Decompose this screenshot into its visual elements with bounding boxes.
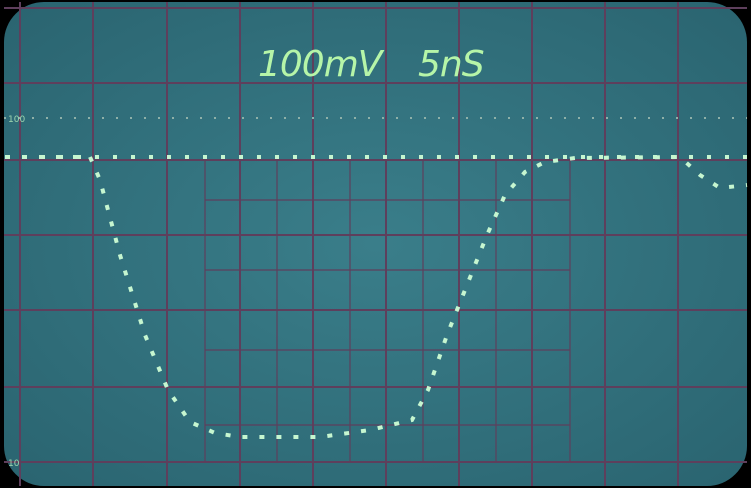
oscilloscope-photo: 100 10 100mV 5nS: [0, 0, 751, 488]
volts-readout: 100mV: [258, 44, 385, 85]
time-readout: 5nS: [418, 44, 484, 85]
top-marker: 100: [8, 115, 25, 125]
bottom-marker: 10: [8, 459, 20, 469]
